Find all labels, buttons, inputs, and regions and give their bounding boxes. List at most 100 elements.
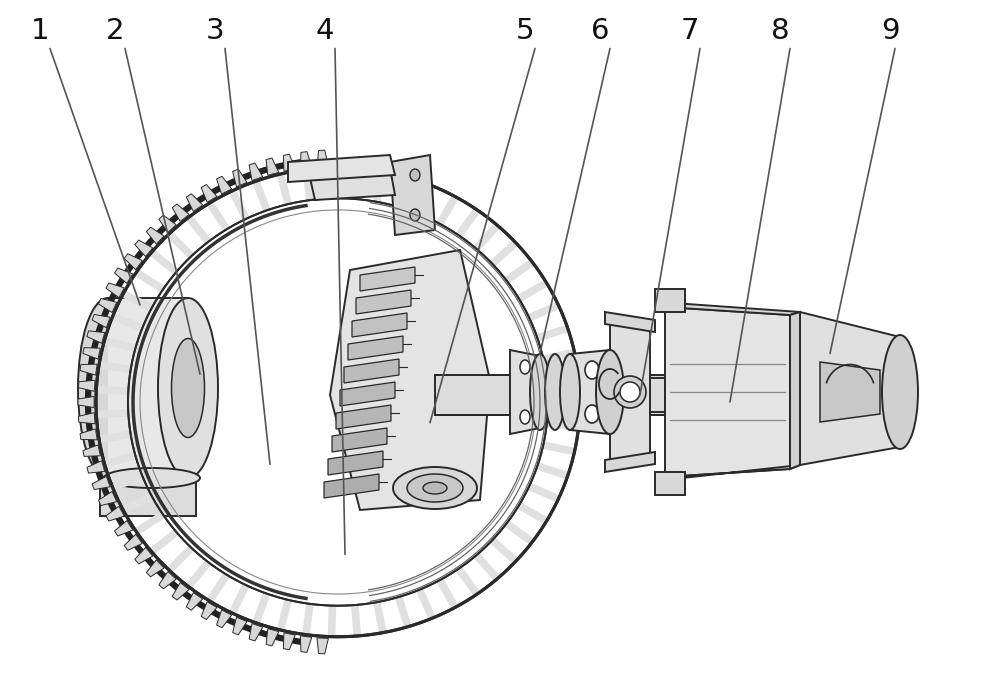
Polygon shape (98, 299, 117, 313)
Polygon shape (328, 451, 383, 475)
Ellipse shape (520, 410, 530, 424)
Polygon shape (435, 375, 665, 415)
Polygon shape (266, 629, 279, 646)
Polygon shape (172, 204, 189, 222)
Ellipse shape (158, 298, 218, 478)
Ellipse shape (882, 335, 918, 449)
Polygon shape (317, 150, 328, 166)
Polygon shape (352, 313, 407, 337)
Polygon shape (336, 405, 391, 429)
Polygon shape (266, 158, 279, 175)
Ellipse shape (585, 361, 599, 379)
Polygon shape (108, 298, 188, 478)
Polygon shape (98, 491, 117, 505)
Polygon shape (324, 474, 379, 498)
Ellipse shape (410, 209, 420, 221)
Ellipse shape (78, 298, 138, 478)
Polygon shape (124, 534, 142, 550)
Polygon shape (300, 636, 312, 652)
Polygon shape (390, 155, 435, 235)
Polygon shape (820, 362, 880, 422)
Polygon shape (135, 547, 153, 564)
Text: 4: 4 (316, 17, 334, 45)
Polygon shape (330, 250, 490, 510)
Polygon shape (283, 633, 295, 650)
Text: 2: 2 (106, 17, 124, 45)
Polygon shape (624, 378, 665, 412)
Polygon shape (610, 322, 650, 462)
Polygon shape (340, 382, 395, 406)
Polygon shape (159, 572, 176, 589)
Polygon shape (300, 152, 312, 168)
Polygon shape (146, 227, 164, 244)
Ellipse shape (104, 468, 200, 488)
Ellipse shape (596, 350, 624, 434)
Text: 8: 8 (771, 17, 789, 45)
Polygon shape (217, 176, 232, 194)
Polygon shape (283, 155, 295, 171)
Text: 7: 7 (681, 17, 699, 45)
Ellipse shape (172, 338, 205, 437)
Polygon shape (106, 507, 124, 521)
Polygon shape (80, 429, 97, 440)
Ellipse shape (520, 360, 530, 374)
Polygon shape (665, 307, 790, 477)
Polygon shape (317, 638, 328, 654)
Polygon shape (249, 163, 263, 181)
Polygon shape (78, 380, 95, 392)
Polygon shape (510, 350, 540, 434)
Ellipse shape (423, 482, 447, 494)
Polygon shape (80, 364, 97, 375)
Ellipse shape (407, 474, 463, 502)
Polygon shape (665, 465, 800, 479)
Polygon shape (332, 428, 387, 452)
Polygon shape (186, 593, 203, 611)
Polygon shape (344, 359, 399, 383)
Ellipse shape (585, 405, 599, 423)
Polygon shape (233, 617, 247, 635)
Polygon shape (124, 254, 142, 270)
Polygon shape (217, 610, 232, 628)
Polygon shape (78, 396, 94, 407)
Ellipse shape (545, 354, 565, 430)
Polygon shape (135, 240, 153, 256)
Polygon shape (92, 315, 110, 328)
Polygon shape (78, 412, 95, 423)
Polygon shape (115, 268, 133, 283)
Text: 1: 1 (31, 17, 49, 45)
Ellipse shape (620, 382, 640, 402)
Polygon shape (159, 215, 176, 232)
Polygon shape (360, 267, 415, 291)
Polygon shape (115, 520, 133, 536)
Ellipse shape (410, 169, 420, 181)
Polygon shape (665, 303, 800, 315)
Polygon shape (201, 602, 217, 620)
Polygon shape (201, 184, 217, 202)
Polygon shape (249, 624, 263, 641)
Polygon shape (655, 472, 685, 495)
Polygon shape (310, 168, 395, 200)
Ellipse shape (560, 354, 580, 430)
Ellipse shape (393, 467, 477, 509)
Polygon shape (186, 194, 203, 211)
Polygon shape (146, 560, 164, 577)
Polygon shape (800, 312, 900, 465)
Polygon shape (605, 452, 655, 472)
Polygon shape (233, 169, 247, 187)
Ellipse shape (530, 354, 550, 430)
Polygon shape (92, 476, 110, 489)
Polygon shape (356, 290, 411, 314)
Polygon shape (288, 155, 395, 182)
Polygon shape (172, 583, 189, 600)
Polygon shape (106, 283, 124, 298)
Polygon shape (83, 445, 100, 457)
Polygon shape (790, 312, 800, 469)
Text: 6: 6 (591, 17, 609, 45)
Polygon shape (87, 331, 105, 343)
Polygon shape (87, 461, 105, 473)
Text: 5: 5 (516, 17, 534, 45)
Ellipse shape (614, 376, 646, 408)
Polygon shape (655, 289, 685, 312)
Polygon shape (570, 350, 610, 434)
Polygon shape (605, 312, 655, 332)
